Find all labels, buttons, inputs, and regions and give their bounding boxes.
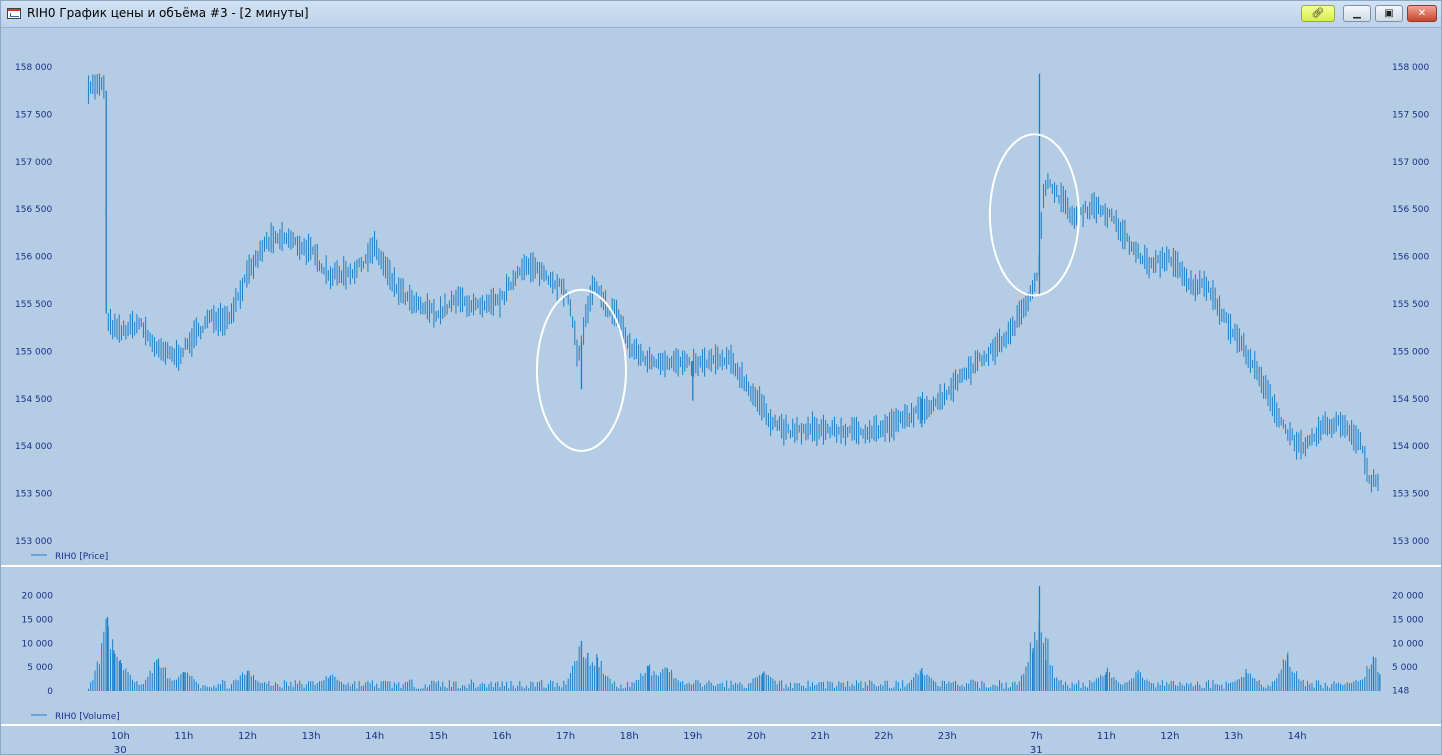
price-ytick-right: 157 500: [1392, 110, 1429, 120]
price-ytick-left: 157 000: [15, 158, 52, 168]
price-ytick-right: 158 000: [1392, 63, 1429, 73]
title-bar[interactable]: RIH0 График цены и объёма #3 - [2 минуты…: [1, 1, 1441, 28]
annotation-ellipse: [535, 288, 627, 452]
time-tick-label: 7h: [1030, 731, 1043, 742]
time-tick-label: 15h: [429, 731, 448, 742]
price-ytick-right: 154 500: [1392, 395, 1429, 405]
time-tick-label: 11h: [174, 731, 193, 742]
annotation-ellipse: [988, 133, 1080, 297]
price-ytick-left: 158 000: [15, 63, 52, 73]
volume-ytick-right: 20 000: [1392, 592, 1424, 602]
link-icon: 🔗︎: [1311, 8, 1325, 19]
time-tick-label: 22h: [874, 731, 893, 742]
time-tick-label: 13h: [1224, 731, 1243, 742]
volume-panel: 0 5 000 10 000 15 000 20 000 148 5 000 10 000 15…: [22, 586, 1424, 697]
price-ytick-right: 153 500: [1392, 490, 1429, 500]
maximize-button[interactable]: ▣: [1375, 5, 1403, 22]
minimize-icon: ▁: [1353, 8, 1361, 19]
time-tick-label: 12h: [238, 731, 257, 742]
time-tick-label: 19h: [683, 731, 702, 742]
date-label: 31: [1030, 745, 1043, 754]
maximize-icon: ▣: [1384, 8, 1394, 19]
time-tick-label: 10h: [111, 731, 130, 742]
price-ytick-left: 157 500: [15, 110, 52, 120]
volume-ytick-left: 15 000: [22, 615, 54, 625]
time-tick-label: 20h: [747, 731, 766, 742]
price-ytick-left: 153 500: [15, 490, 52, 500]
price-ytick-right: 153 000: [1392, 537, 1429, 547]
volume-ytick-left: 5 000: [27, 663, 53, 673]
close-button[interactable]: ✕: [1407, 5, 1437, 22]
price-ytick-left: 156 500: [15, 205, 52, 215]
volume-ytick-left: 10 000: [22, 639, 54, 649]
volume-ytick-right: 5 000: [1392, 663, 1418, 673]
price-ytick-right: 154 000: [1392, 442, 1429, 452]
volume-ytick-left: 0: [47, 687, 53, 697]
time-tick-label: 21h: [810, 731, 829, 742]
time-tick-label: 14h: [365, 731, 384, 742]
volume-ytick-right: 10 000: [1392, 639, 1424, 649]
time-tick-label: 11h: [1097, 731, 1116, 742]
volume-ytick-right: 15 000: [1392, 615, 1424, 625]
window-title: RIH0 График цены и объёма #3 - [2 минуты…: [27, 6, 309, 20]
price-ytick-right: 156 500: [1392, 205, 1429, 215]
volume-legend-label: RIH0 [Volume]: [55, 712, 120, 722]
price-ytick-left: 156 000: [15, 253, 52, 263]
close-icon: ✕: [1417, 8, 1427, 19]
price-ytick-left: 155 000: [15, 347, 52, 357]
price-ytick-right: 155 500: [1392, 300, 1429, 310]
time-tick-label: 16h: [492, 731, 511, 742]
price-ytick-right: 155 000: [1392, 347, 1429, 357]
price-panel: 153 000 153 000 153 500 153 500 154 000 154 0…: [15, 63, 1429, 547]
volume-ytick-right: 148: [1392, 686, 1409, 696]
volume-ytick-left: 20 000: [22, 592, 54, 602]
price-ytick-right: 157 000: [1392, 158, 1429, 168]
time-axis: 10h 11h 12h 13h 14h 15h 16h 17h 18h 19h 20h 21h 22h 2…: [111, 731, 1307, 754]
price-ytick-left: 154 500: [15, 395, 52, 405]
time-tick-label: 14h: [1288, 731, 1307, 742]
volume-legend[interactable]: RIH0 [Volume]: [31, 712, 120, 722]
time-tick-label: 13h: [302, 731, 321, 742]
link-button[interactable]: 🔗︎: [1301, 5, 1335, 22]
minimize-button[interactable]: ▁: [1343, 5, 1371, 22]
date-label: 30: [114, 745, 127, 754]
price-ytick-right: 156 000: [1392, 253, 1429, 263]
time-tick-label: 18h: [620, 731, 639, 742]
time-tick-label: 23h: [938, 731, 957, 742]
time-tick-label: 17h: [556, 731, 575, 742]
price-ytick-left: 153 000: [15, 537, 52, 547]
price-ytick-left: 154 000: [15, 442, 52, 452]
price-legend-label: RIH0 [Price]: [55, 552, 108, 562]
chart-window-icon[interactable]: [7, 8, 21, 19]
time-tick-label: 12h: [1160, 731, 1179, 742]
price-ytick-left: 155 500: [15, 300, 52, 310]
price-legend[interactable]: RIH0 [Price]: [31, 552, 108, 562]
